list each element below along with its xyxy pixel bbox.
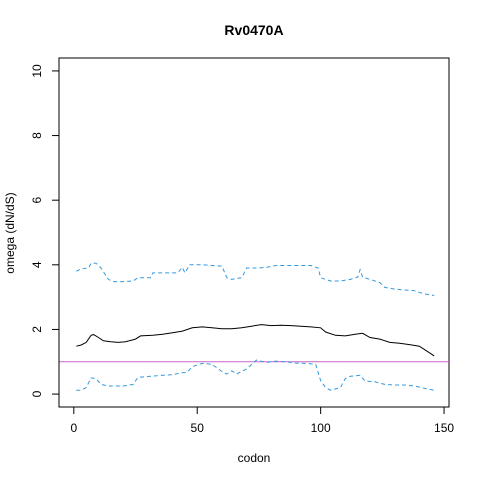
y-axis-label: omega (dN/dS) (3, 192, 17, 273)
y-tick-label: 0 (30, 390, 44, 397)
plot-frame (58, 57, 450, 408)
y-tick-label: 6 (30, 197, 44, 204)
x-tick-label: 100 (311, 421, 331, 435)
y-axis: 0 2 4 6 8 10 (30, 64, 60, 397)
series-line-lower (76, 359, 435, 391)
x-tick-label: 50 (191, 421, 205, 435)
y-tick-label: 4 (30, 261, 44, 268)
series-layer (76, 262, 435, 391)
series-line-upper (76, 262, 435, 296)
x-axis-label: codon (238, 451, 271, 465)
y-tick-label: 2 (30, 326, 44, 333)
y-tick-label: 8 (30, 132, 44, 139)
x-tick-label: 150 (434, 421, 454, 435)
chart-title: Rv0470A (224, 22, 283, 38)
y-tick-label: 10 (30, 64, 44, 78)
series-line-estimate (76, 324, 435, 357)
x-tick-label: 0 (70, 421, 77, 435)
x-axis: 0 50 100 150 (70, 406, 454, 435)
